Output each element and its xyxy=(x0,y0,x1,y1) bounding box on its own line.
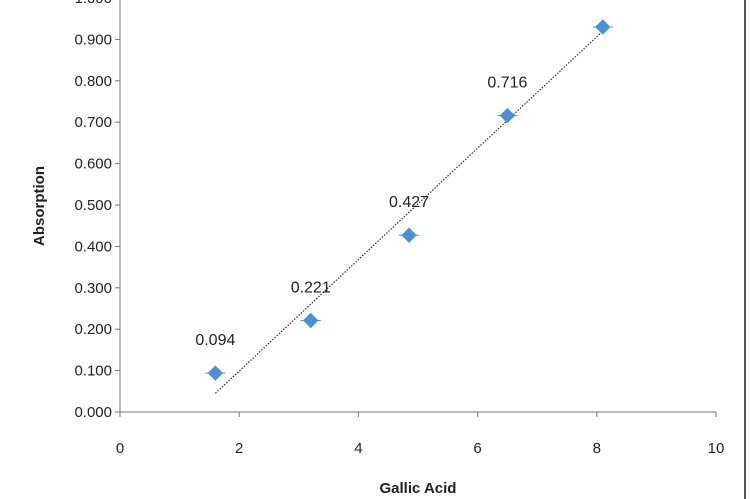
y-tick-label: 0.500 xyxy=(74,197,112,214)
y-tick-label: 0.200 xyxy=(74,321,112,338)
y-tick-label: 0.000 xyxy=(74,404,112,421)
y-tick-label: 0.900 xyxy=(74,31,112,48)
y-tick-label: 0.300 xyxy=(74,280,112,297)
x-tick-label: 0 xyxy=(116,440,124,457)
data-labels: 0.094 0.221 0.427 0.716 xyxy=(195,75,527,350)
x-tick-label: 6 xyxy=(473,440,481,457)
x-tick-label: 10 xyxy=(708,440,725,457)
data-points xyxy=(205,19,613,381)
x-axis-ticks: 0 2 4 6 8 10 xyxy=(116,412,725,457)
x-axis-title: Gallic Acid xyxy=(380,480,457,497)
y-tick-label: 0.100 xyxy=(74,363,112,380)
x-tick-label: 2 xyxy=(235,440,243,457)
trendline xyxy=(214,30,604,394)
y-tick-label: 0.400 xyxy=(74,238,112,255)
data-label: 0.716 xyxy=(487,75,527,92)
trendline-group xyxy=(214,30,604,394)
frame-right-edge xyxy=(744,0,746,499)
data-label: 0.221 xyxy=(291,280,331,297)
x-tick-label: 8 xyxy=(593,440,601,457)
x-tick-label: 4 xyxy=(354,440,362,457)
y-tick-label: 1.000 xyxy=(74,0,112,7)
y-axis-title: Absorption xyxy=(31,166,48,246)
y-tick-label: 0.700 xyxy=(74,114,112,131)
y-tick-label: 0.800 xyxy=(74,73,112,90)
data-label: 0.427 xyxy=(389,194,429,211)
y-tick-label: 0.600 xyxy=(74,156,112,173)
data-label: 0.094 xyxy=(195,332,235,349)
y-axis-ticks: 0.000 0.100 0.200 0.300 0.400 0.500 0.600 0.700… xyxy=(74,0,120,421)
